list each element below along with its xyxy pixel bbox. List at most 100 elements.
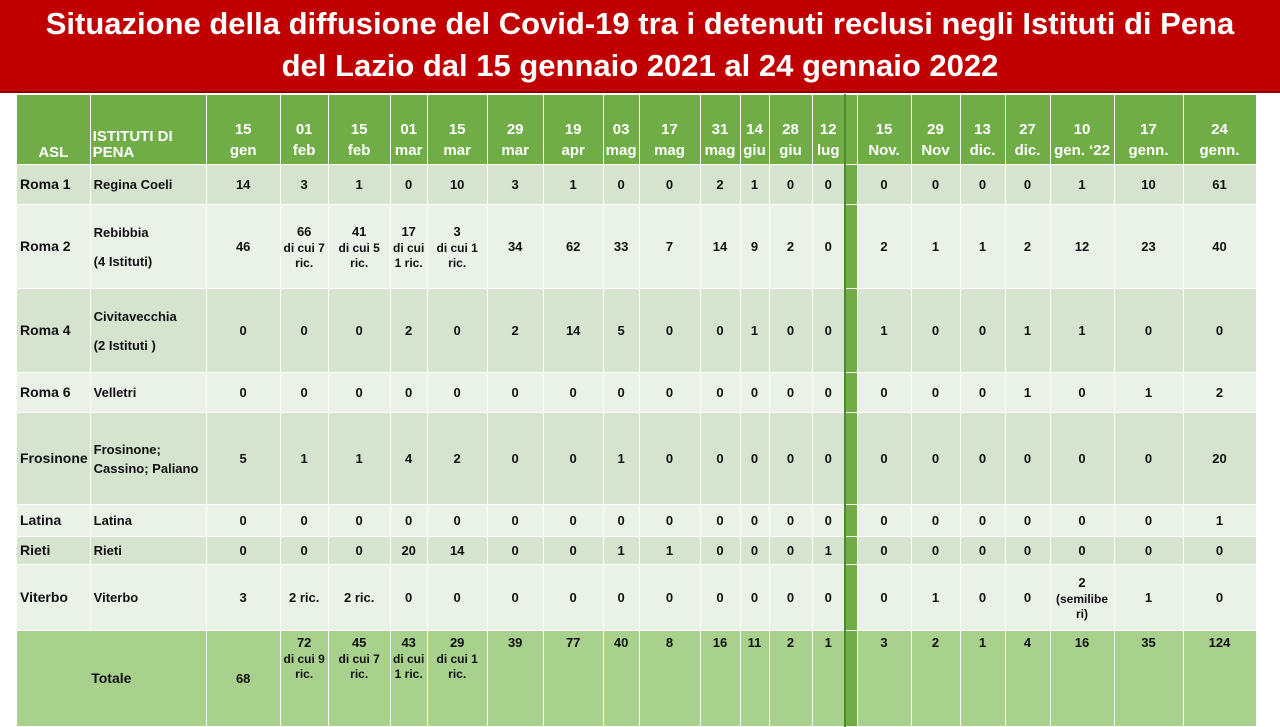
date-month: mar <box>394 142 423 159</box>
cell-count: 0 <box>638 504 701 537</box>
cell-count: 7 <box>638 204 701 289</box>
covid-table-container: ASL ISTITUTI DI PENA 15 gen 01 feb 15 feb 01 mar 1… <box>16 94 1257 727</box>
cell-count: 0 <box>910 164 961 205</box>
cell-note: di cui 1 ric. <box>436 652 478 681</box>
cell-value: 68 <box>235 671 251 686</box>
cell-value: 0 <box>569 590 577 605</box>
cell-count: 1 <box>959 204 1006 289</box>
cell-value: 0 <box>1144 513 1153 528</box>
cell-count: 0 <box>811 204 846 289</box>
cell-count: 0 <box>739 536 770 565</box>
cell-value: 14 <box>235 177 251 192</box>
cell-value: 0 <box>880 513 888 528</box>
date-day: 17 <box>661 121 678 138</box>
total-cell: 2 <box>768 630 813 727</box>
date-month: mag <box>704 142 736 159</box>
cell-asl: Latina <box>16 504 91 537</box>
cell-count: 1 <box>279 412 329 505</box>
title-banner: Situazione della diffusione del Covid-19… <box>0 0 1280 93</box>
cell-count: 2 ric. <box>279 564 329 631</box>
cell-value: 0 <box>453 590 461 605</box>
cell-count: 0 <box>1113 504 1184 537</box>
total-cell: 2 <box>910 630 961 727</box>
title-line-1: Situazione della diffusione del Covid-19… <box>45 6 1235 41</box>
cell-count: 0 <box>205 504 281 537</box>
cell-value: 0 <box>931 513 940 528</box>
date-day: 31 <box>711 121 729 138</box>
cell-value: 0 <box>1078 385 1086 400</box>
cell-value: 0 <box>786 177 795 192</box>
col-header-date: 17 genn. <box>1113 94 1184 165</box>
cell-value: 2 <box>1078 575 1086 590</box>
cell-value: 12 <box>1074 239 1090 254</box>
cell-value: 2 <box>931 635 940 650</box>
cell-count: 2 <box>389 288 428 373</box>
cell-count: 0 <box>959 564 1006 631</box>
date-day: 15 <box>350 121 368 138</box>
cell-value: 0 <box>931 543 940 558</box>
cell-count: 14 <box>426 536 488 565</box>
cell-count: 0 <box>542 412 604 505</box>
date-day: 29 <box>927 121 944 138</box>
cell-value: 0 <box>511 451 519 466</box>
cell-value: 2 <box>405 323 413 338</box>
cell-count: 14 <box>205 164 281 205</box>
cell-count: 2 <box>1182 372 1257 413</box>
cell-value: 0 <box>300 513 308 528</box>
cell-count: 17 di cui 1 ric. <box>389 204 428 289</box>
col-header-date: 01 mar <box>389 94 428 165</box>
cell-value: 0 <box>824 385 832 400</box>
cell-count: 14 <box>699 204 741 289</box>
cell-count: 2 ric. <box>327 564 391 631</box>
total-cell: 72 di cui 9 ric. <box>279 630 329 727</box>
date-month: feb <box>347 142 371 159</box>
cell-note: di cui 1 ric. <box>436 241 478 270</box>
cell-value: 0 <box>511 513 519 528</box>
cell-count: 0 <box>1004 164 1051 205</box>
cell-value: 0 <box>716 543 724 558</box>
cell-count: 0 <box>486 412 544 505</box>
cell-value: 11 <box>747 635 762 650</box>
cell-value: 0 <box>978 451 987 466</box>
date-day: 01 <box>295 121 313 138</box>
cell-count: 0 <box>426 564 488 631</box>
cell-count: 0 <box>542 372 604 413</box>
col-header-date: 29 Nov <box>910 94 961 165</box>
table-row: Roma 6 Velletri 0 0 0 0 0 0 0 0 0 0 0 0 0 0 0 0 1 0 1 2 <box>16 372 1257 413</box>
date-month: gen. ‘22 <box>1054 142 1110 159</box>
cell-asl: Roma 1 <box>16 164 91 205</box>
istituto-line: Civitavecchia <box>93 308 177 324</box>
col-header-date: 10 gen. ‘22 <box>1049 94 1115 165</box>
cell-count: 1 <box>1049 164 1115 205</box>
cell-count: 0 <box>638 412 701 505</box>
istituto-line: Latina <box>93 513 132 528</box>
total-cell: 40 <box>602 630 640 727</box>
date-month: dic. <box>969 142 996 159</box>
cell-value: 1 <box>569 177 577 192</box>
cell-value: 0 <box>617 177 625 192</box>
cell-value: 0 <box>786 385 795 400</box>
cell-value: 0 <box>511 385 519 400</box>
cell-value: 0 <box>716 323 724 338</box>
cell-value: 2 <box>1215 385 1224 400</box>
cell-count: 0 <box>811 564 846 631</box>
col-header-asl: ASL <box>16 94 91 165</box>
date-month: mag <box>654 142 685 159</box>
cell-value: 0 <box>716 451 724 466</box>
cell-count: 0 <box>602 372 640 413</box>
col-header-date: 31 mag <box>699 94 741 165</box>
cell-value: 0 <box>1078 513 1086 528</box>
cell-count: 0 <box>327 504 391 537</box>
cell-value: 0 <box>978 385 987 400</box>
column-separator <box>844 288 858 373</box>
cell-value: 1 <box>1078 177 1086 192</box>
cell-asl: Roma 2 <box>16 204 91 289</box>
cell-count: 5 <box>205 412 281 505</box>
cell-value: 46 <box>235 239 251 254</box>
cell-value: 0 <box>511 590 519 605</box>
date-month: giu <box>743 142 766 159</box>
cell-value: 0 <box>665 513 674 528</box>
column-separator <box>844 504 858 537</box>
cell-value: 14 <box>565 323 581 338</box>
cell-count: 41 di cui 5 ric. <box>327 204 391 289</box>
